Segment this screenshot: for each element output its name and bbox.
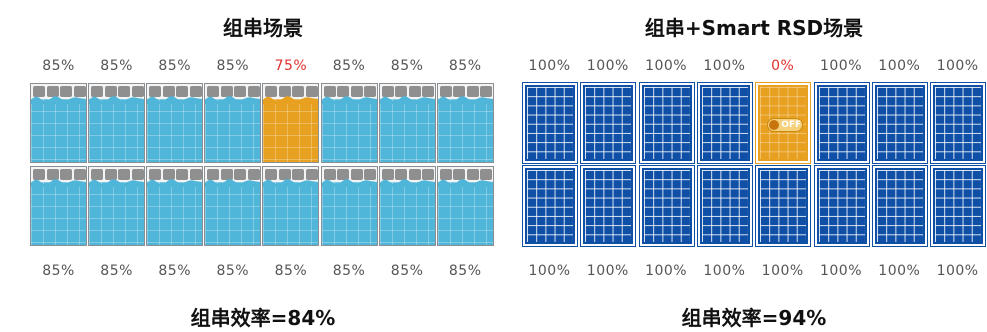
solar-panel [30, 83, 87, 163]
solar-panel [696, 165, 753, 247]
left-top-percent-label: 75% [274, 58, 308, 74]
solar-panel [580, 82, 637, 164]
right-top-percent-label: 0% [771, 58, 795, 74]
left-bottom-percent-label: 85% [100, 263, 133, 279]
left-bottom-percent-label: 85% [42, 263, 75, 279]
solar-panel [813, 165, 870, 247]
left-panel-array [30, 83, 497, 253]
left-bottom-percent-label: 85% [390, 263, 424, 279]
solar-panel [755, 165, 812, 247]
right-top-percent-label: 100% [936, 58, 979, 74]
right-top-percent-label: 100% [528, 58, 571, 74]
right-bottom-percent-label: 100% [703, 263, 746, 279]
solar-panel [871, 82, 928, 164]
right-bottom-percent-label: 100% [528, 263, 571, 279]
right-scene-title: 组串+Smart RSD场景 [644, 16, 864, 40]
left-top-percent-label: 85% [158, 58, 191, 74]
solar-panel [146, 166, 204, 246]
solar-panel [378, 166, 436, 246]
left-top-percent-label: 85% [100, 58, 133, 74]
solar-panel [88, 83, 146, 163]
right-efficiency-label: 组串效率=94% [681, 306, 827, 330]
right-top-percent-label: 100% [586, 58, 629, 74]
left-bottom-percent-label: 85% [332, 263, 366, 279]
shaded-solar-panel [262, 83, 320, 163]
right-bottom-percent-label: 100% [936, 263, 979, 279]
right-top-percent-label: 100% [878, 58, 921, 74]
solar-panel [522, 165, 578, 247]
solar-panel [204, 166, 262, 246]
right-bottom-percent-label: 100% [878, 263, 921, 279]
left-bottom-percent-label: 85% [274, 263, 308, 279]
shaded-solar-panel: OFF [755, 82, 812, 164]
right-bottom-percent-label: 100% [819, 263, 863, 279]
solar-panel [378, 83, 436, 163]
left-top-percent-label: 85% [390, 58, 424, 74]
right-top-percent-label: 100% [819, 58, 863, 74]
left-top-percent-label: 85% [42, 58, 75, 74]
right-bottom-percent-label: 100% [645, 263, 688, 279]
solar-panel [638, 82, 695, 164]
solar-panel [930, 165, 987, 247]
solar-panel [638, 165, 695, 247]
solar-panel [204, 83, 262, 163]
left-bottom-percent-label: 85% [158, 263, 191, 279]
right-panel-array: OFF [521, 82, 987, 253]
left-bottom-percent-label: 85% [216, 263, 250, 279]
solar-panel [696, 82, 753, 164]
solar-panel [813, 82, 870, 164]
solar-panel [436, 166, 494, 246]
solar-panel [871, 165, 928, 247]
right-top-percent-label: 100% [703, 58, 746, 74]
solar-panel [262, 166, 320, 246]
solar-panel [522, 82, 578, 164]
left-top-percent-label: 85% [332, 58, 366, 74]
solar-panel [30, 166, 87, 246]
solar-panel [436, 83, 494, 163]
left-top-percent-label: 85% [448, 58, 482, 74]
rsd-off-switch-icon: OFF [767, 118, 804, 132]
left-scene-title: 组串场景 [223, 16, 303, 40]
left-efficiency-label: 组串效率=84% [190, 306, 336, 330]
solar-panel [146, 83, 204, 163]
solar-panel [88, 166, 146, 246]
right-top-percent-label: 100% [645, 58, 688, 74]
left-top-percent-label: 85% [216, 58, 250, 74]
solar-panel [320, 83, 378, 163]
left-bottom-percent-label: 85% [448, 263, 482, 279]
solar-panel [320, 166, 378, 246]
right-bottom-percent-label: 100% [586, 263, 629, 279]
right-bottom-percent-label: 100% [761, 263, 804, 279]
solar-panel [930, 82, 987, 164]
solar-panel [580, 165, 637, 247]
